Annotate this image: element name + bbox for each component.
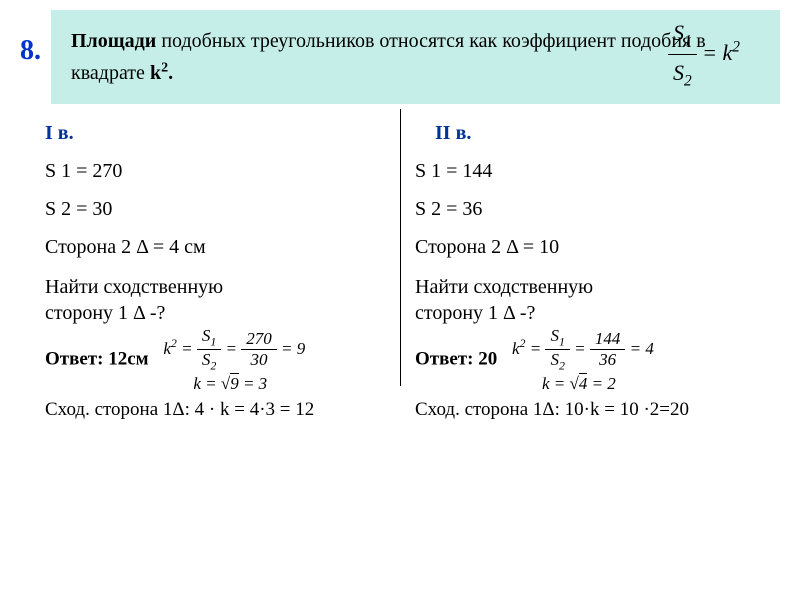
calc-1: k2 = S1S2 = 27030 = 9 k = √9 = 3 [163, 326, 305, 394]
variant-1-column: I в. S 1 = 270 S 2 = 30 Сторона 2 Δ = 4 … [30, 114, 400, 326]
v2-find1: Найти сходственную [415, 274, 755, 300]
v1-side: Сторона 2 Δ = 4 см [45, 228, 385, 266]
v1-find2: сторону 1 Δ -? [45, 300, 385, 326]
answer-2: Ответ: 20 k2 = S1S2 = 14436 = 4 k = √4 =… [400, 326, 770, 394]
v2-side: Сторона 2 Δ = 10 [415, 228, 755, 266]
v1-s2: S 2 = 30 [45, 190, 385, 228]
item-number: 8. [20, 10, 41, 67]
calc-2: k2 = S1S2 = 14436 = 4 k = √4 = 2 [512, 326, 654, 394]
theorem-bold: Площади [71, 30, 156, 52]
bottom-2: Сход. сторона 1Δ: 10·k = 10 ·2=20 [400, 399, 770, 421]
v1-s1: S 1 = 270 [45, 152, 385, 190]
content-area: I в. S 1 = 270 S 2 = 30 Сторона 2 Δ = 4 … [0, 104, 800, 326]
v1-find1: Найти сходственную [45, 274, 385, 300]
variant-1-title: I в. [45, 114, 385, 152]
ratio-formula: S1 S2 = k2 [668, 15, 740, 94]
answer-1: Ответ: 12см k2 = S1S2 = 27030 = 9 k = √9… [30, 326, 400, 394]
answer-2-label: Ответ: [415, 348, 478, 369]
v2-s1: S 1 = 144 [415, 152, 755, 190]
theorem-text: Площади подобных треугольников относятся… [71, 30, 706, 84]
v2-s2: S 2 = 36 [415, 190, 755, 228]
bottom-row: Сход. сторона 1Δ: 4 · k = 4·3 = 12 Сход.… [0, 394, 800, 426]
column-divider [400, 109, 401, 386]
variant-2-title: II в. [435, 114, 755, 152]
answer-2-value: 20 [478, 348, 497, 369]
answer-1-value: 12см [108, 348, 148, 369]
bottom-1: Сход. сторона 1Δ: 4 · k = 4·3 = 12 [30, 399, 400, 421]
header-row: 8. Площади подобных треугольников относя… [0, 0, 800, 104]
k-letter: k [150, 62, 161, 84]
variant-2-column: II в. S 1 = 144 S 2 = 36 Сторона 2 Δ = 1… [400, 114, 770, 326]
theorem-box: Площади подобных треугольников относятся… [51, 10, 780, 104]
v2-find2: сторону 1 Δ -? [415, 300, 755, 326]
answer-1-label: Ответ: [45, 348, 108, 369]
